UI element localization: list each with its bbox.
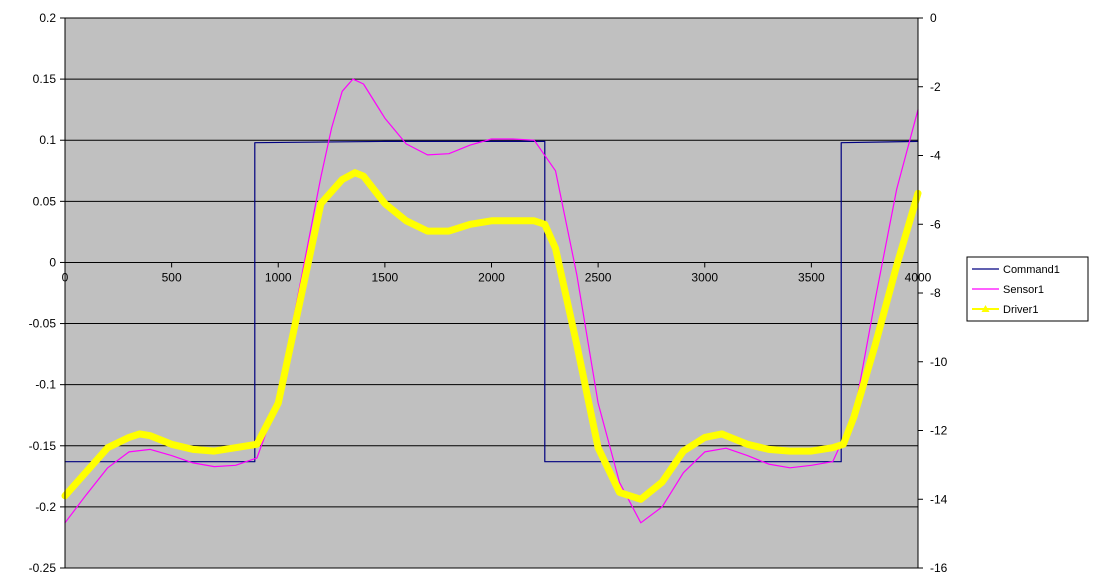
legend-label-command1: Command1 bbox=[1003, 264, 1060, 276]
left-tick-label: -0.05 bbox=[29, 317, 57, 331]
x-tick-label: 2000 bbox=[478, 270, 505, 284]
left-tick-label: 0.1 bbox=[39, 133, 56, 147]
legend-marker-driver1 bbox=[981, 305, 990, 312]
series-sensor1 bbox=[64, 78, 919, 524]
left-tick-label: -0.15 bbox=[29, 439, 57, 453]
left-tick-label: 0.2 bbox=[39, 11, 56, 25]
right-tick-label: 0 bbox=[930, 11, 937, 25]
right-tick-label: -16 bbox=[930, 561, 948, 574]
left-tick-label: 0.05 bbox=[33, 194, 57, 208]
right-tick-label: -2 bbox=[930, 80, 941, 94]
right-tick-label: -6 bbox=[930, 217, 941, 231]
right-tick-label: -10 bbox=[930, 355, 948, 369]
left-tick-label: -0.2 bbox=[35, 500, 56, 514]
x-tick-label: 1500 bbox=[372, 270, 399, 284]
legend: Command1 Sensor1 Driver1 bbox=[966, 256, 1089, 322]
right-tick-label: -8 bbox=[930, 286, 941, 300]
series-command1 bbox=[64, 140, 919, 463]
plot-area bbox=[64, 17, 919, 569]
right-tick-label: -12 bbox=[930, 424, 948, 438]
legend-label-sensor1: Sensor1 bbox=[1003, 284, 1044, 296]
right-tick-label: -14 bbox=[930, 492, 948, 506]
series-driver1 bbox=[61, 169, 922, 503]
left-tick-label: -0.1 bbox=[35, 378, 56, 392]
left-tick-label: 0 bbox=[49, 255, 56, 269]
x-tick-label: 500 bbox=[162, 270, 182, 284]
left-y-axis: -0.25 -0.2 -0.15 -0.1 -0.05 0 0.05 0.1 0.15 0.2 bbox=[29, 11, 66, 574]
right-y-axis: -16 -14 -12 -10 -8 -6 -4 -2 0 bbox=[917, 11, 948, 574]
x-tick-label: 3000 bbox=[691, 270, 718, 284]
right-tick-label: -4 bbox=[930, 149, 941, 163]
x-tick-label: 2500 bbox=[585, 270, 612, 284]
x-axis: 05001000150020002500300035004000 bbox=[62, 261, 932, 284]
x-tick-label: 3500 bbox=[798, 270, 825, 284]
left-tick-label: 0.15 bbox=[33, 72, 57, 86]
x-tick-label: 1000 bbox=[265, 270, 292, 284]
left-tick-label: -0.25 bbox=[29, 561, 57, 574]
legend-label-driver1: Driver1 bbox=[1003, 304, 1038, 316]
series-lines bbox=[61, 78, 922, 524]
